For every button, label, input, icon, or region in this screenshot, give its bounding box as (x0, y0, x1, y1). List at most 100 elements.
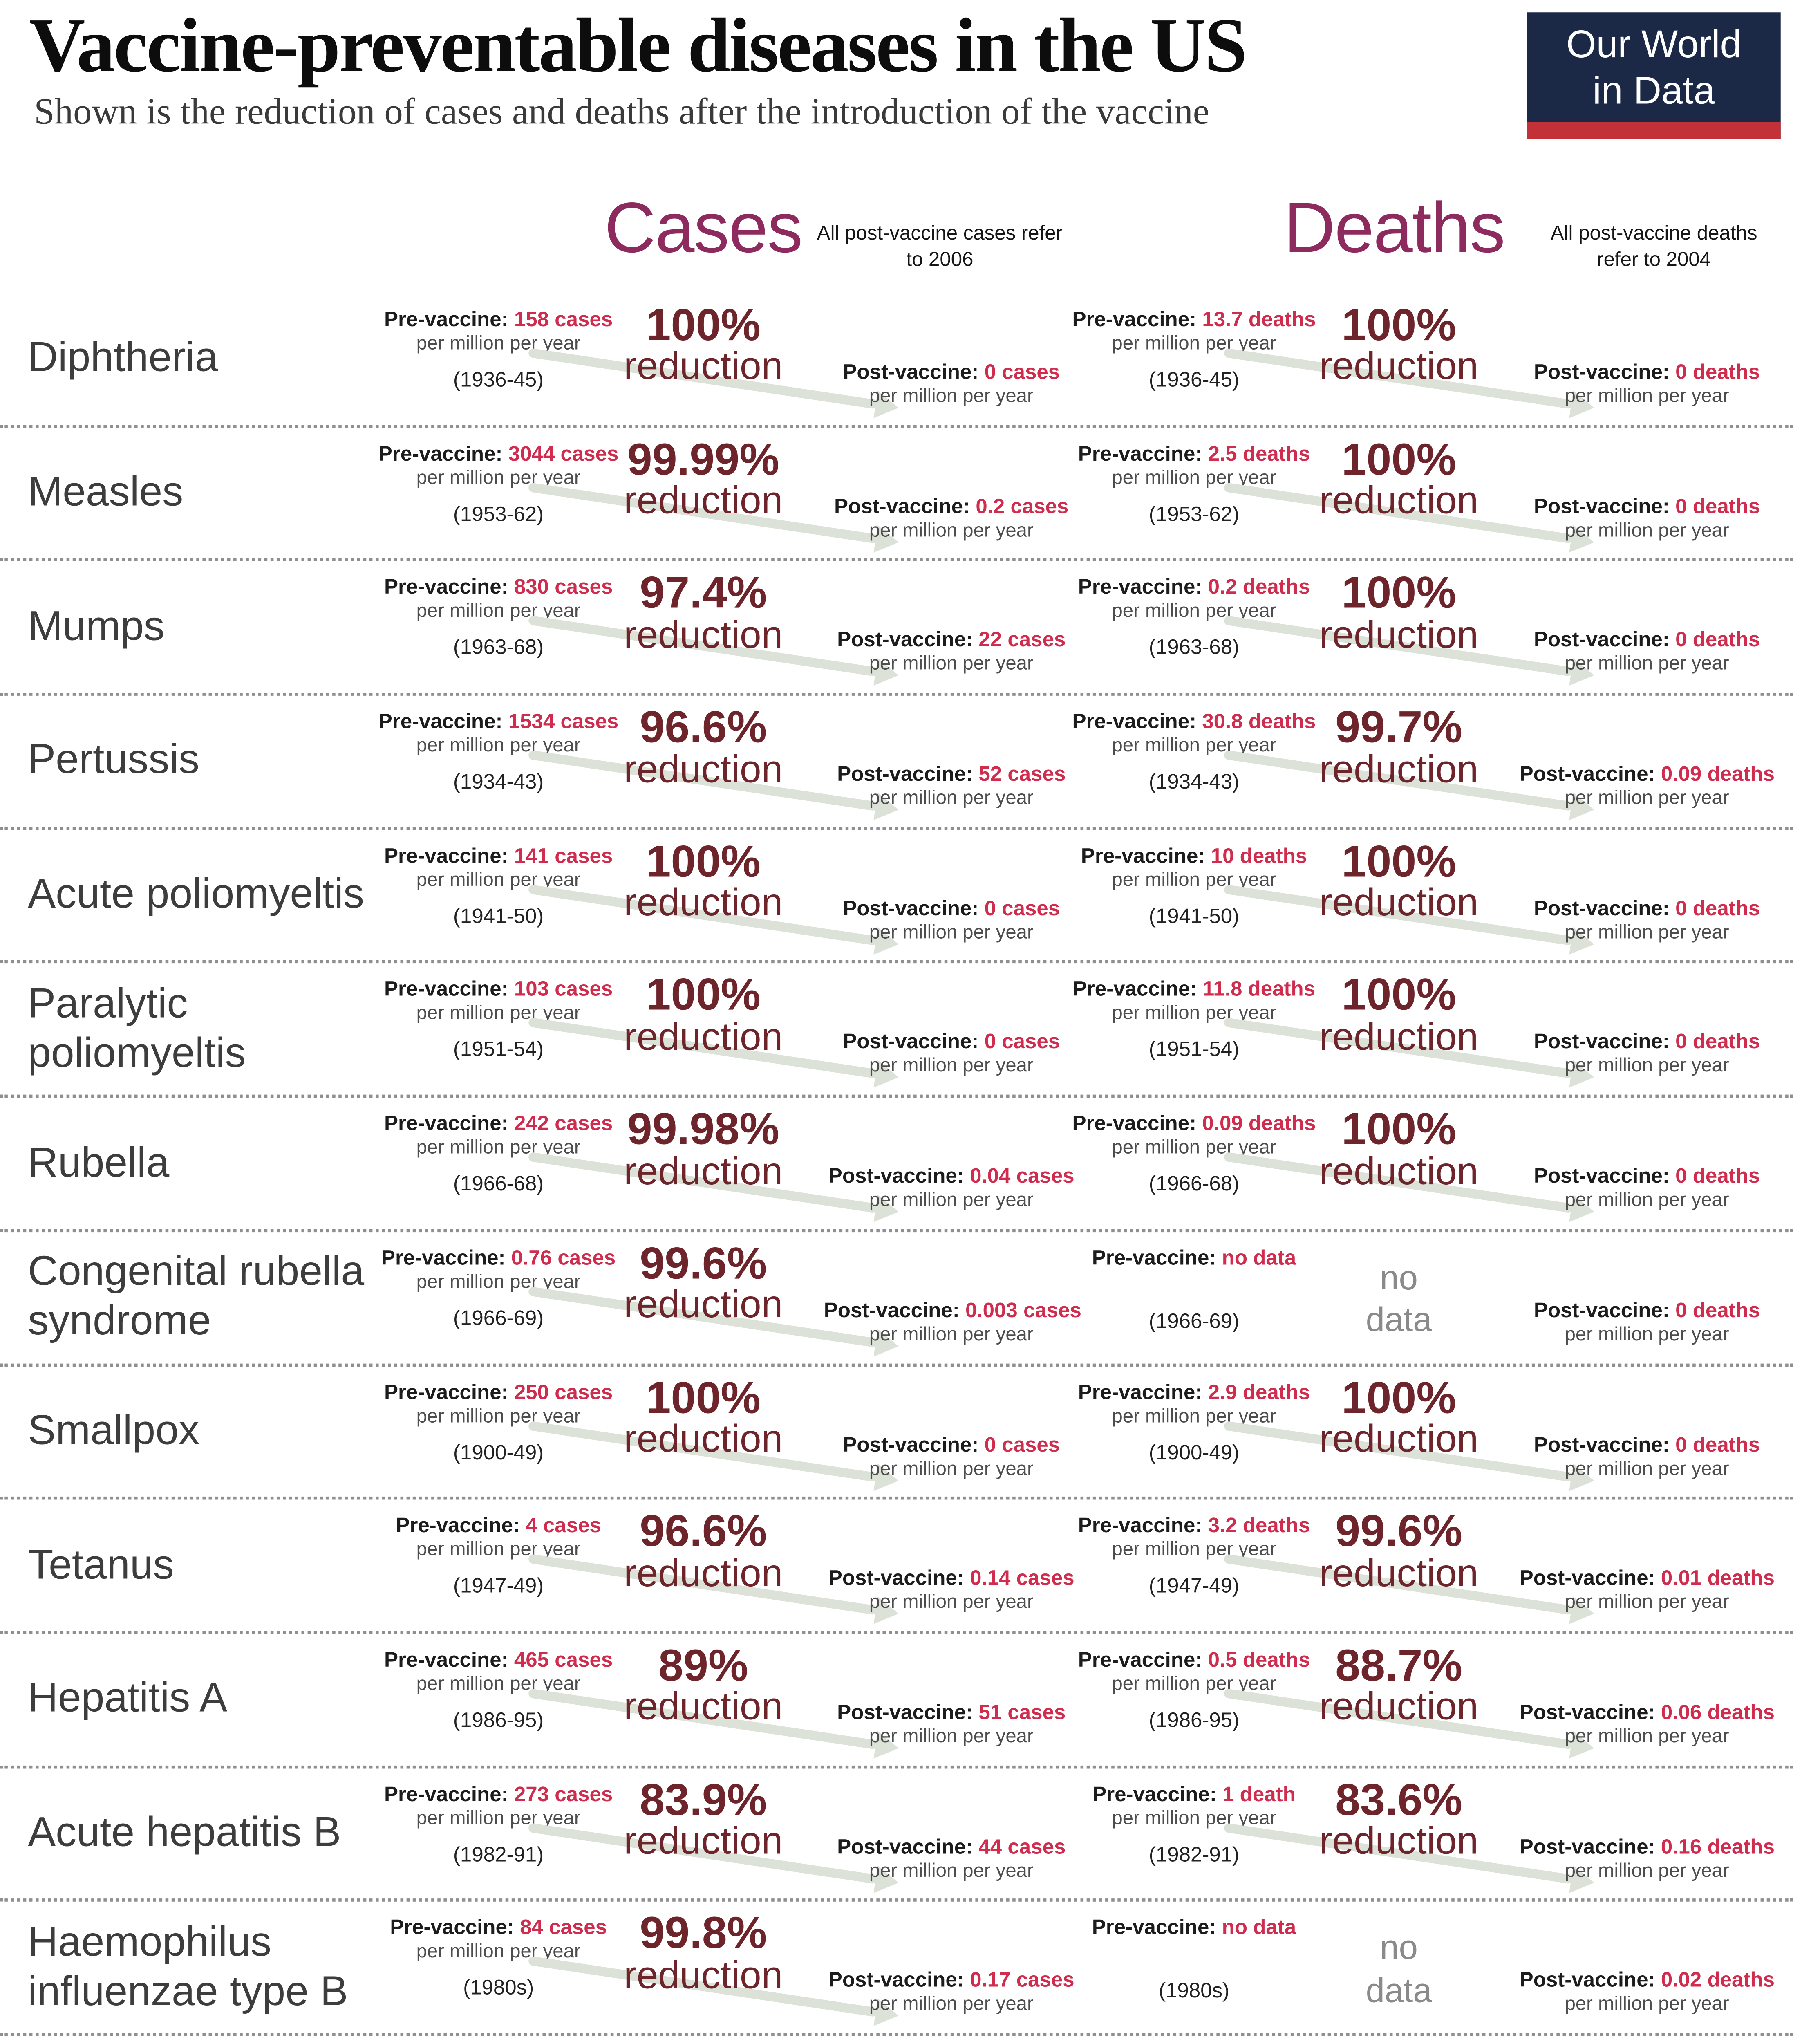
unit-label: per million per year (869, 921, 1034, 943)
post-vaccine-block: Post-vaccine: 0 deaths per million per y… (1520, 494, 1775, 540)
reduction-word: reduction (1319, 479, 1479, 523)
post-vaccine-label: Post-vaccine: (828, 1566, 964, 1590)
post-vaccine-label: Post-vaccine: (1533, 494, 1670, 518)
post-vaccine-value: 0 deaths (1675, 1030, 1760, 1054)
pre-vaccine-label: Pre-vaccine: (381, 1246, 506, 1269)
unit-label: per million per year (1565, 1189, 1729, 1211)
unit-label: per million per year (869, 1323, 1034, 1345)
pre-vaccine-label: Pre-vaccine: (1092, 1916, 1216, 1939)
unit-label: per million per year (1112, 332, 1276, 354)
disease-name: Acute hepatitis B (28, 1809, 341, 1856)
reduction-percent: 99.7% (1335, 704, 1463, 753)
date-range: (1934-43) (1148, 770, 1240, 793)
unit-label: per million per year (1565, 1457, 1729, 1479)
pre-vaccine-value: 2.5 deaths (1208, 442, 1310, 465)
post-vaccine-block: Post-vaccine: 44 cases per million per y… (824, 1834, 1079, 1880)
post-vaccine-block: Post-vaccine: 0.17 cases per million per… (824, 1968, 1079, 2015)
post-vaccine-label: Post-vaccine: (1533, 360, 1670, 383)
disease-name: Congenital rubella syndrome (28, 1248, 365, 1344)
unit-label: per million per year (416, 1806, 581, 1829)
post-vaccine-block: Post-vaccine: 51 cases per million per y… (824, 1701, 1079, 1747)
disease-name: Tetanus (28, 1541, 174, 1587)
deaths-column-note: All post-vaccine deaths refer to 2004 (1550, 221, 1757, 271)
post-vaccine-value: 0.06 deaths (1661, 1700, 1775, 1724)
cases-group: Pre-vaccine: 141 cases per million per y… (371, 830, 1060, 961)
disease-row: Measles Pre-vaccine: 3044 cases per mill… (0, 428, 1793, 562)
reduction-percent: 96.6% (640, 1508, 767, 1558)
pre-vaccine-block: Pre-vaccine: 0.76 cases per million per … (371, 1246, 626, 1329)
post-vaccine-value: 52 cases (978, 762, 1066, 786)
post-vaccine-block: Post-vaccine: 0.02 deaths per million pe… (1520, 1968, 1775, 2015)
unit-label: per million per year (1565, 1591, 1729, 1613)
pre-vaccine-value: 3.2 deaths (1208, 1514, 1310, 1537)
pre-vaccine-value: 4 cases (526, 1514, 601, 1537)
reduction-word: reduction (624, 1954, 783, 1997)
unit-label: per million per year (1112, 466, 1276, 488)
reduction-block: 96.6% reduction (587, 704, 819, 789)
reduction-percent: 96.6% (640, 704, 767, 753)
deaths-group: Pre-vaccine: 2.5 deaths per million per … (1067, 428, 1793, 558)
post-vaccine-label: Post-vaccine: (1533, 1432, 1670, 1456)
reduction-block: 97.4% reduction (587, 570, 819, 655)
reduction-block: 100% reduction (1283, 303, 1515, 387)
pre-vaccine-value: 13.7 deaths (1202, 307, 1316, 331)
post-vaccine-block: Post-vaccine: 0.003 cases per million pe… (824, 1298, 1081, 1345)
post-vaccine-block: Post-vaccine: 0 cases per million per ye… (824, 896, 1079, 943)
page-subtitle: Shown is the reduction of cases and deat… (34, 92, 1210, 133)
pre-vaccine-block: Pre-vaccine: 158 cases per million per y… (371, 308, 626, 391)
unit-label: per million per year (1565, 653, 1729, 675)
pre-vaccine-label: Pre-vaccine: (1078, 442, 1202, 465)
cases-column-title: Cases (604, 187, 803, 268)
pre-vaccine-label: Pre-vaccine: (390, 1916, 514, 1939)
pre-vaccine-label: Pre-vaccine: (1078, 1514, 1202, 1537)
cases-group: Pre-vaccine: 84 cases per million per ye… (371, 1902, 1074, 2033)
reduction-word: reduction (624, 1150, 783, 1193)
cases-group: Pre-vaccine: 250 cases per million per y… (371, 1366, 1060, 1497)
cases-group: Pre-vaccine: 1534 cases per million per … (371, 696, 1066, 827)
post-vaccine-block: Post-vaccine: 0.16 deaths per million pe… (1520, 1834, 1775, 1880)
pre-vaccine-block: Pre-vaccine: 830 cases per million per y… (371, 576, 626, 659)
reduction-word: reduction (624, 345, 783, 389)
reduction-percent: 100% (1341, 1374, 1456, 1423)
post-vaccine-label: Post-vaccine: (843, 1432, 979, 1456)
pre-vaccine-value: 30.8 deaths (1202, 710, 1316, 733)
reduction-block: 99.8% reduction (587, 1911, 819, 1995)
reduction-word: reduction (1319, 1417, 1479, 1461)
date-range: (1980s) (463, 1976, 534, 1999)
pre-vaccine-block: Pre-vaccine: 84 cases per million per ye… (371, 1916, 626, 1999)
disease-name: Measles (28, 468, 184, 515)
unit-label: per million per year (1565, 1055, 1729, 1077)
reduction-word: reduction (624, 1283, 783, 1327)
reduction-block: 96.6% reduction (587, 1508, 819, 1593)
post-vaccine-label: Post-vaccine: (843, 1030, 979, 1054)
disease-name: Pertussis (28, 736, 200, 783)
pre-vaccine-value: 0.2 deaths (1208, 576, 1310, 599)
deaths-group: Pre-vaccine: 1 death per million per yea… (1067, 1768, 1793, 1899)
unit-label: per million per year (869, 1725, 1034, 1747)
reduction-block: 99.98% reduction (587, 1107, 819, 1191)
date-range: (1982-91) (1148, 1842, 1240, 1866)
unit-label: per million per year (869, 1457, 1034, 1479)
unit-label: per million per year (416, 1538, 581, 1560)
reduction-block: 100% reduction (1283, 1374, 1515, 1461)
post-vaccine-value: 0.09 deaths (1661, 762, 1775, 786)
pre-vaccine-value: 273 cases (514, 1782, 613, 1805)
disease-name: Acute poliomyeltis (28, 870, 365, 917)
pre-vaccine-block: Pre-vaccine: 0.2 deaths per million per … (1067, 576, 1322, 659)
disease-row: Congenital rubella syndrome Pre-vaccine:… (0, 1232, 1793, 1366)
unit-label: per million per year (1565, 1323, 1729, 1345)
post-vaccine-block: Post-vaccine: 52 cases per million per y… (824, 762, 1079, 809)
reduction-block: 99.99% reduction (587, 436, 819, 521)
date-range: (1986-95) (453, 1708, 544, 1732)
pre-vaccine-label: Pre-vaccine: (1072, 307, 1197, 331)
post-vaccine-block: Post-vaccine: 0 deaths per million per y… (1520, 896, 1775, 943)
reduction-percent: 100% (1341, 837, 1456, 887)
cases-group: Pre-vaccine: 158 cases per million per y… (371, 294, 1060, 425)
reduction-word: reduction (624, 1417, 783, 1461)
reduction-block: 100% reduction (1283, 837, 1515, 923)
pre-vaccine-label: Pre-vaccine: (1072, 1112, 1197, 1135)
cases-group: Pre-vaccine: 465 cases per million per y… (371, 1634, 1066, 1765)
cases-group: Pre-vaccine: 103 cases per million per y… (371, 964, 1060, 1095)
deaths-column-title: Deaths (1284, 187, 1505, 268)
pre-vaccine-label: Pre-vaccine: (1092, 1782, 1217, 1805)
